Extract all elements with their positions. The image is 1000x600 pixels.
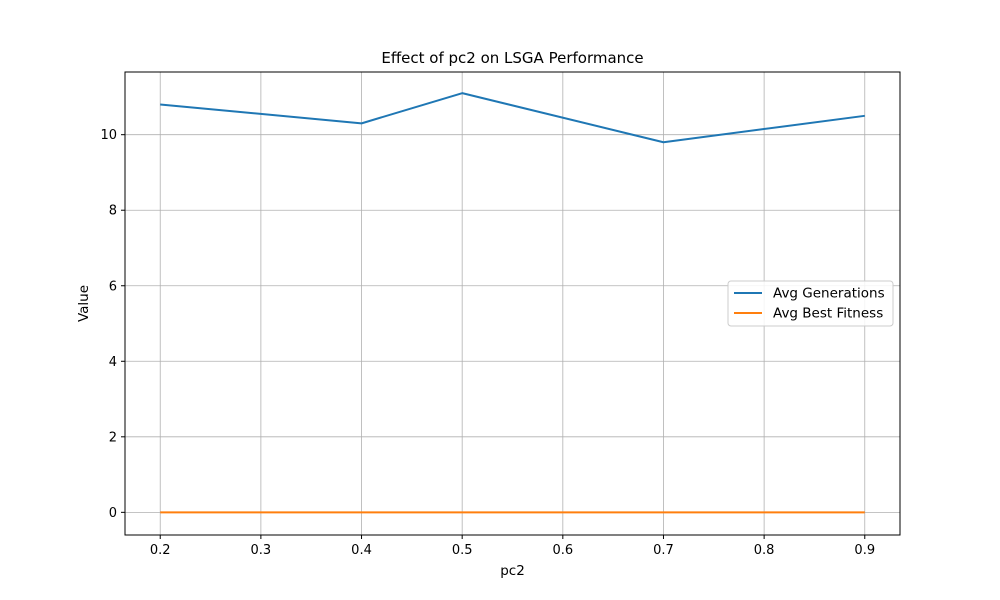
x-tick-label: 0.9 (854, 543, 875, 558)
legend-label: Avg Best Fitness (773, 306, 883, 322)
legend-box (727, 280, 894, 327)
plot-frame (124, 71, 901, 536)
axis-ticks: 0.2 0.3 0.4 0.5 0.6 0.7 0.8 0.9 0 2 4 6 8 10 (100, 128, 875, 558)
x-axis-label: pc2 (500, 563, 525, 579)
y-tick-label: 0 (109, 506, 117, 521)
series-layer (160, 92, 865, 514)
x-tick-label: 0.5 (452, 543, 473, 558)
x-tick-label: 0.6 (552, 543, 573, 558)
x-tick-label: 0.4 (351, 543, 372, 558)
y-tick-label: 6 (109, 279, 117, 294)
y-tick-label: 4 (109, 355, 117, 370)
y-tick-label: 2 (109, 430, 117, 445)
legend: Avg Generations Avg Best Fitness (727, 280, 894, 327)
y-axis-label: Value (76, 285, 92, 322)
x-tick-label: 0.7 (653, 543, 674, 558)
x-tick-label: 0.8 (754, 543, 775, 558)
x-tick-label: 0.3 (251, 543, 272, 558)
y-tick-label: 10 (100, 128, 117, 143)
chart-title: Effect of pc2 on LSGA Performance (381, 49, 643, 67)
legend-label: Avg Generations (773, 286, 885, 302)
y-tick-label: 8 (109, 204, 117, 219)
x-tick-label: 0.2 (150, 543, 171, 558)
